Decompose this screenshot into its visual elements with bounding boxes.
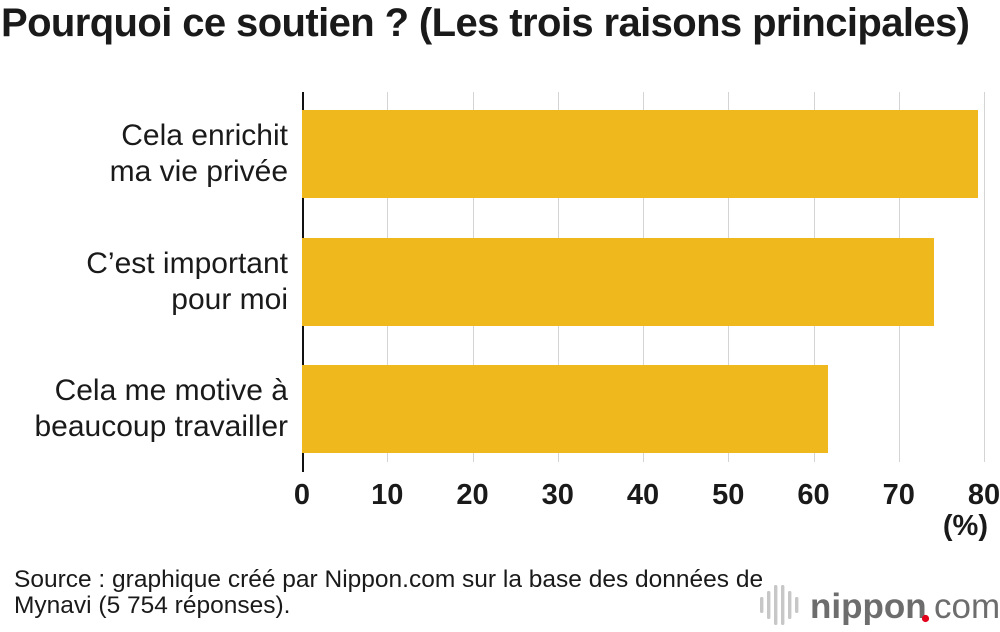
svg-text:com: com bbox=[934, 587, 1000, 625]
svg-text:nippon: nippon bbox=[810, 587, 927, 625]
